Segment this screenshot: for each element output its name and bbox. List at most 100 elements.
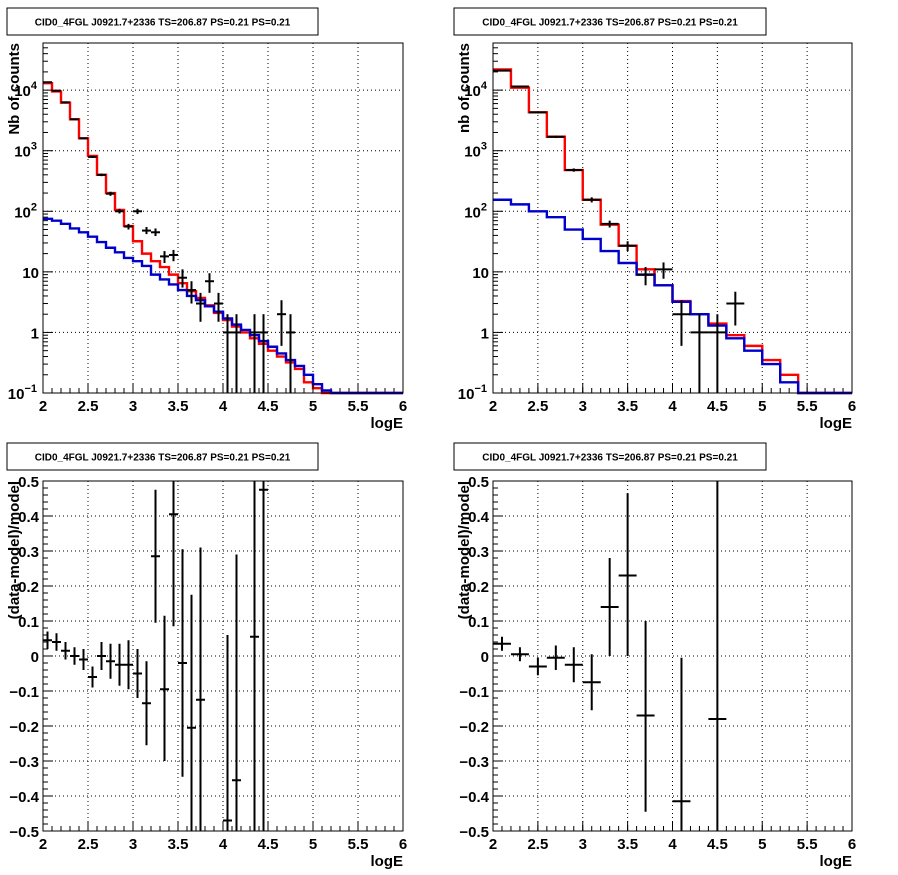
- y-tick-exponent: 2: [31, 201, 37, 213]
- data-point: [97, 173, 106, 177]
- y-tick-label: 0.4: [18, 509, 40, 526]
- data-point: [708, 481, 727, 831]
- data-point: [79, 649, 88, 670]
- data-point: [115, 208, 124, 214]
- y-tick-label: −0.1: [9, 684, 39, 701]
- data-point: [133, 649, 142, 698]
- y-tick-exponent: 3: [481, 141, 487, 153]
- chart-title-box: CID0_4FGL J0921.7+2336 TS=206.87 PS=0.21…: [453, 7, 767, 36]
- x-tick-label: 3.5: [617, 398, 638, 415]
- chart-panel-3: 2 2.5 3 3.5 4 4.5 5 5.5 6 −0.5 −0.4 −0.3 −0.2 −0.1 0 0.…: [6, 442, 407, 870]
- chart-title-box: CID0_4FGL J0921.7+2336 TS=206.87 PS=0.21…: [453, 442, 767, 471]
- data-point: [564, 168, 583, 172]
- y-tick-label: −0.5: [459, 824, 489, 841]
- x-tick-label: 3: [129, 836, 137, 853]
- x-tick-label: 4: [219, 836, 228, 853]
- data-point: [160, 615, 169, 761]
- plot-frame: [42, 480, 404, 832]
- data-point: [133, 208, 142, 215]
- data-point: [79, 137, 88, 140]
- data-point: [546, 135, 565, 139]
- y-tick-exponent: 4: [481, 80, 488, 92]
- x-tick-label: 5: [758, 836, 766, 853]
- data-point: [52, 89, 61, 92]
- data-point: [690, 314, 709, 393]
- y-tick-label: 0.1: [18, 614, 39, 631]
- y-tick-base: 10: [14, 204, 31, 221]
- data-point: [43, 631, 52, 649]
- x-tick-label: 3.5: [168, 836, 189, 853]
- y-tick-label: 10−1: [458, 383, 487, 403]
- x-tick-label: 5: [758, 398, 766, 415]
- y-tick-base: 10: [14, 83, 31, 100]
- data-point: [493, 69, 511, 72]
- x-tick-label: 5.5: [797, 398, 818, 415]
- y-tick-label: 0: [481, 649, 489, 666]
- x-tick-label: 3: [579, 836, 587, 853]
- data-point: [187, 281, 196, 304]
- chart-title-frame: [6, 442, 319, 471]
- data-point: [169, 481, 178, 627]
- x-tick-label: 4: [219, 398, 228, 415]
- data-point: [259, 314, 268, 393]
- data-point: [70, 118, 79, 121]
- y-axis-title: (data-model)/model: [456, 481, 473, 619]
- y-tick-label: 10: [22, 265, 39, 282]
- data-point: [88, 666, 97, 688]
- y-tick-exponent: 2: [481, 201, 487, 213]
- chart-title-frame: [453, 7, 767, 36]
- chart-title: CID0_4FGL J0921.7+2336 TS=206.87 PS=0.21…: [35, 453, 291, 464]
- data-point: [528, 111, 547, 114]
- y-tick-label: 102: [14, 201, 37, 221]
- data-point: [88, 155, 97, 158]
- y-tick-label: 103: [464, 141, 487, 161]
- y-tick-label: 10−1: [8, 383, 37, 403]
- y-tick-label: 0.5: [18, 474, 39, 491]
- data-point: [528, 657, 547, 676]
- y-tick-label: −0.1: [459, 684, 489, 701]
- data-point: [43, 81, 52, 84]
- x-tick-label: 4.5: [707, 836, 728, 853]
- y-tick-label: −0.5: [9, 824, 39, 841]
- x-tick-label: 5: [309, 398, 317, 415]
- x-tick-label: 2.5: [78, 836, 99, 853]
- x-axis-title: logE: [820, 853, 853, 870]
- y-tick-label: 104: [464, 80, 488, 100]
- data-point: [61, 101, 70, 104]
- y-tick-base: 10: [8, 386, 25, 403]
- data-point: [106, 643, 115, 679]
- y-tick-label: 0.3: [468, 544, 489, 561]
- x-tick-label: 2: [39, 836, 47, 853]
- data-point: [493, 636, 511, 651]
- data-point: [510, 647, 529, 662]
- data-point: [160, 251, 169, 264]
- data-point: [232, 554, 241, 831]
- y-tick-label: −0.4: [459, 789, 489, 806]
- y-tick-base: 10: [464, 204, 481, 221]
- y-tick-label: −0.3: [459, 754, 489, 771]
- y-tick-label: 1: [31, 325, 39, 342]
- x-tick-label: 6: [399, 398, 407, 415]
- chart-title: CID0_4FGL J0921.7+2336 TS=206.87 PS=0.21…: [35, 18, 291, 29]
- data-point: [196, 292, 205, 322]
- x-tick-label: 3: [579, 398, 587, 415]
- data-point: [223, 635, 232, 831]
- chart-title: CID0_4FGL J0921.7+2336 TS=206.87 PS=0.21…: [482, 453, 738, 464]
- data-point: [214, 292, 223, 322]
- y-tick-label: 0.2: [18, 579, 39, 596]
- data-point: [70, 647, 79, 665]
- y-tick-label: 0.3: [18, 544, 39, 561]
- x-axis-title: logE: [371, 415, 404, 432]
- chart-title: CID0_4FGL J0921.7+2336 TS=206.87 PS=0.21…: [482, 18, 738, 29]
- x-tick-label: 5: [309, 836, 317, 853]
- x-tick-label: 5.5: [797, 836, 818, 853]
- x-tick-label: 3: [129, 398, 137, 415]
- data-point: [142, 661, 151, 746]
- data-point: [250, 481, 259, 831]
- data-point: [151, 489, 160, 623]
- x-tick-label: 5.5: [348, 836, 369, 853]
- data-point: [151, 228, 160, 237]
- data-point: [546, 645, 565, 670]
- data-point: [636, 621, 655, 812]
- data-point: [232, 314, 241, 393]
